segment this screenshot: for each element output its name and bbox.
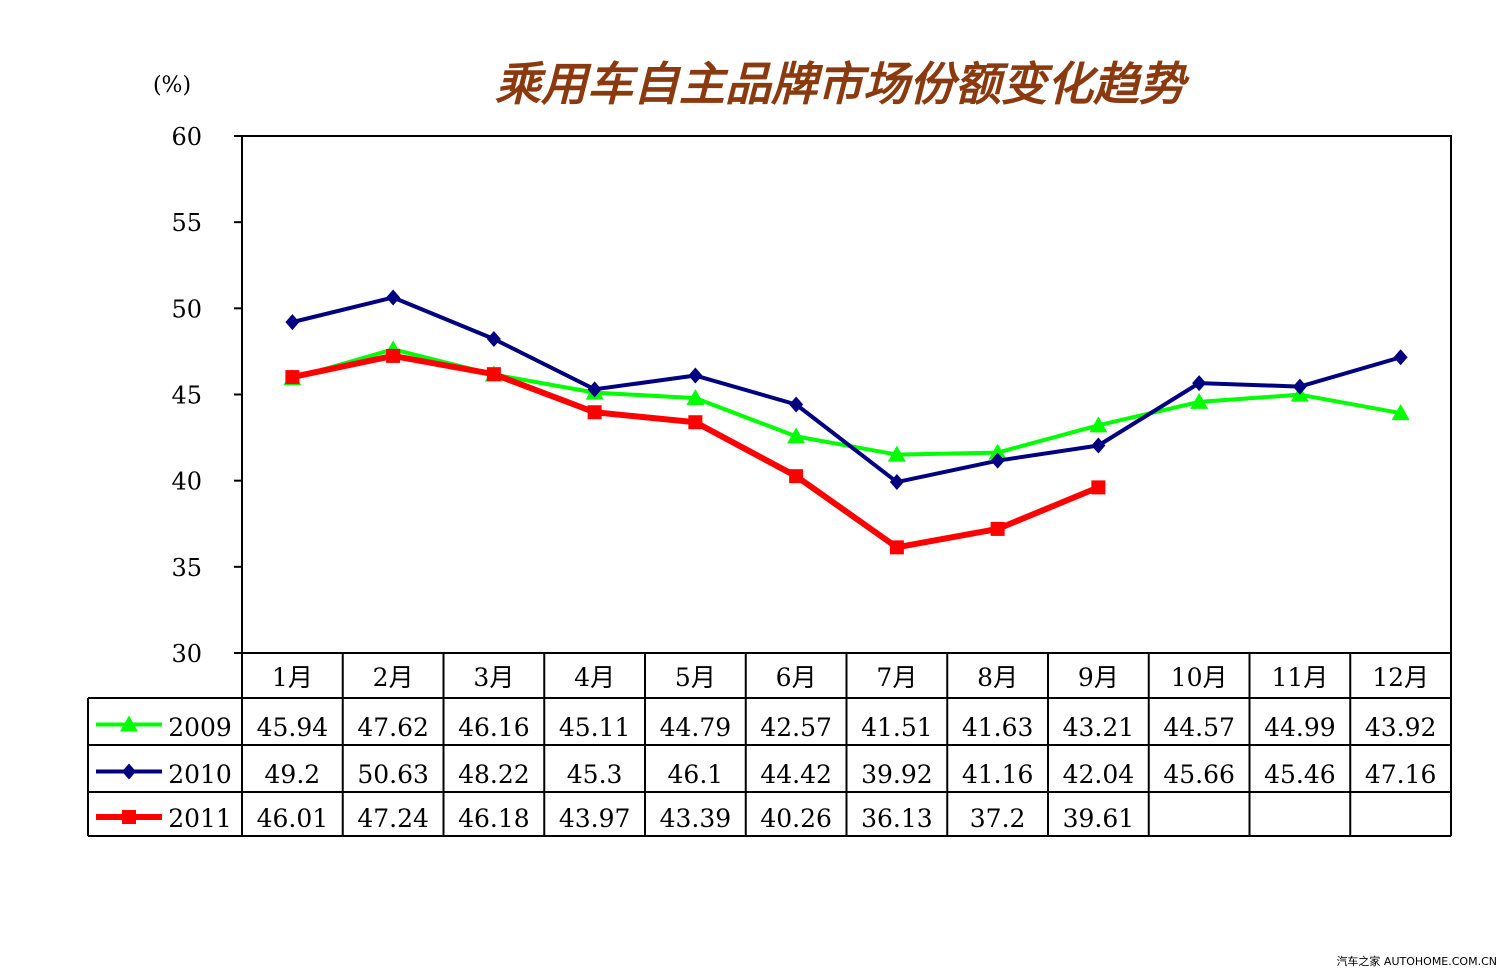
data-point [889,540,904,555]
category-label: 4月 [574,663,615,692]
table-cell: 46.18 [458,804,530,833]
chart-title: 乘用车自主品牌市场份额变化趋势 [495,57,1190,111]
data-table: 1月 2月 3月 4月 5月 6月 7月 8月 9月 10月 11月 12月 2009 45.94 47.6… [87,652,1452,837]
data-point [1391,404,1410,421]
table-cell: 41.51 [861,713,933,742]
table-cell: 43.97 [559,804,631,833]
category-label: 11月 [1271,663,1328,692]
category-label: 10月 [1171,663,1228,692]
category-label: 6月 [776,663,817,692]
table-cell: 47.24 [357,804,429,833]
table-cell: 46.16 [458,713,530,742]
table-cell: 45.66 [1163,760,1235,789]
data-point [889,474,904,491]
legend-swatch-marker [120,715,138,732]
data-point [988,443,1007,460]
y-axis-ticks: 30 35 40 45 50 55 60 [171,123,242,668]
category-label: 9月 [1078,663,1119,692]
data-point [1190,392,1209,409]
plot-border [241,135,1452,654]
table-cell: 45.46 [1264,760,1336,789]
data-point [1091,480,1106,495]
legend-label: 2010 [168,760,232,789]
data-point [1192,375,1207,392]
table-cell: 49.2 [265,760,321,789]
watermark: 汽车之家 AUTOHOME.COM.CN [1336,954,1497,968]
table-cell: 43.39 [660,804,732,833]
table-cell: 44.57 [1163,713,1235,742]
plot-frame [241,135,1452,654]
category-label: 8月 [977,663,1018,692]
table-cell: 39.61 [1063,804,1135,833]
data-point [789,396,804,413]
table-cell: 47.16 [1365,760,1437,789]
series-2010 [285,289,1408,491]
data-point [587,405,602,420]
y-tick-label: 35 [171,554,202,582]
data-point [1393,349,1408,366]
series-line [291,295,1402,485]
table-cell: 45.94 [257,713,329,742]
data-point [1089,416,1108,433]
data-point [486,367,501,382]
data-point [587,381,602,398]
y-tick-label: 45 [171,382,202,410]
data-point [787,427,806,444]
category-label: 3月 [473,663,514,692]
y-tick-label: 40 [171,468,202,496]
table-cell: 36.13 [861,804,933,833]
table-cell: 47.62 [357,713,429,742]
data-point [1091,437,1106,454]
data-point [386,348,401,363]
y-axis-unit-label: (%) [153,73,191,98]
table-cell: 42.57 [760,713,832,742]
data-point [688,367,703,384]
table-cell: 37.2 [970,804,1026,833]
table-cell: 44.99 [1264,713,1336,742]
data-point [686,389,705,406]
legend-label: 2011 [168,804,232,833]
category-label: 12月 [1372,663,1429,692]
table-cell: 46.01 [257,804,329,833]
legend-label: 2009 [168,713,232,742]
table-cell: 41.63 [962,713,1034,742]
table-cell: 43.21 [1063,713,1135,742]
table-cell: 44.42 [760,760,832,789]
table-cell: 48.22 [458,760,530,789]
table-cell: 40.26 [760,804,832,833]
category-label: 5月 [675,663,716,692]
data-point [1292,378,1307,395]
table-cell: 39.92 [861,760,933,789]
data-point [688,415,703,430]
y-tick-label: 50 [171,295,202,323]
legend-swatch-marker [122,763,136,780]
data-point [789,469,804,484]
table-cell: 45.3 [567,760,623,789]
table-cell: 41.16 [962,760,1034,789]
data-point [887,445,906,462]
table-cell: 44.79 [660,713,732,742]
data-point [285,314,300,331]
table-cell: 45.11 [559,713,631,742]
category-label: 2月 [373,663,414,692]
table-cell: 50.63 [357,760,429,789]
table-cell: 43.92 [1365,713,1437,742]
series-lines [283,289,1410,555]
y-tick-label: 60 [171,123,202,151]
table-cell: 42.04 [1063,760,1135,789]
data-point [386,289,401,306]
data-point [990,452,1005,469]
category-label: 1月 [272,663,313,692]
legend-swatch-marker [122,810,136,824]
data-point [486,331,501,348]
data-point [285,370,300,385]
data-point [990,521,1005,536]
category-label: 7月 [876,663,917,692]
y-tick-label: 55 [171,209,202,237]
series-2011 [285,348,1106,555]
table-cell: 46.1 [668,760,724,789]
y-tick-label: 30 [171,640,202,668]
